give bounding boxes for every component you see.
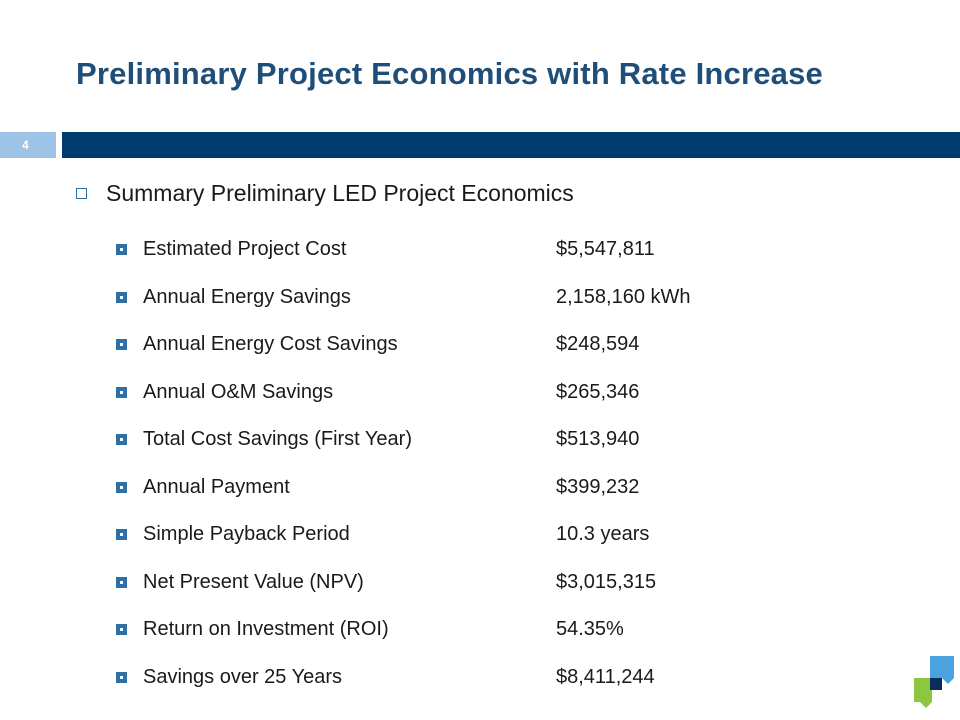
item-label: Total Cost Savings (First Year)	[143, 428, 412, 451]
item-value: $3,015,315	[556, 570, 657, 593]
item-label: Net Present Value (NPV)	[143, 570, 364, 593]
square-bullet-icon	[116, 386, 127, 398]
list-item: Annual O&M Savings $265,346	[116, 369, 876, 417]
item-value: $399,232	[556, 475, 640, 498]
item-value: $248,594	[556, 333, 640, 356]
square-bullet-icon	[116, 576, 127, 588]
square-bullet-icon	[116, 291, 127, 303]
logo-blue-shape	[930, 656, 954, 684]
item-label: Savings over 25 Years	[143, 665, 343, 688]
logo-navy-square	[930, 678, 942, 690]
item-value: $265,346	[556, 380, 640, 403]
list-item: Savings over 25 Years $8,411,244	[116, 654, 876, 702]
brand-logo-icon	[914, 656, 954, 708]
list-item: Annual Energy Savings 2,158,160 kWh	[116, 274, 876, 322]
list-item: Net Present Value (NPV) $3,015,315	[116, 559, 876, 607]
list-item: Total Cost Savings (First Year) $513,940	[116, 416, 876, 464]
square-bullet-icon	[116, 434, 127, 446]
item-value: 10.3 years	[556, 523, 650, 546]
list-item: Simple Payback Period 10.3 years	[116, 511, 876, 559]
slide-title: Preliminary Project Economics with Rate …	[76, 56, 824, 91]
summary-heading: Summary Preliminary LED Project Economic…	[76, 180, 574, 207]
item-label: Annual Energy Cost Savings	[143, 333, 398, 356]
summary-heading-text: Summary Preliminary LED Project Economic…	[106, 180, 574, 206]
item-label: Annual O&M Savings	[143, 380, 334, 403]
square-bullet-icon	[116, 671, 127, 683]
square-bullet-icon	[116, 244, 127, 256]
item-label: Return on Investment (ROI)	[143, 618, 389, 641]
item-value: 54.35%	[556, 618, 624, 641]
list-item: Annual Energy Cost Savings $248,594	[116, 321, 876, 369]
list-item: Estimated Project Cost $5,547,811	[116, 226, 876, 274]
item-label: Simple Payback Period	[143, 523, 350, 546]
item-value: $8,411,244	[556, 665, 655, 688]
item-label: Annual Payment	[143, 475, 290, 498]
square-bullet-icon	[116, 339, 127, 351]
list-item: Annual Payment $399,232	[116, 464, 876, 512]
square-bullet-icon	[116, 529, 127, 541]
item-value: 2,158,160 kWh	[556, 285, 691, 308]
item-label: Estimated Project Cost	[143, 238, 347, 261]
square-bullet-icon	[116, 624, 127, 636]
slide-number: 4	[0, 132, 56, 158]
item-value: $513,940	[556, 428, 640, 451]
item-value: $5,547,811	[556, 238, 655, 261]
economics-list: Estimated Project Cost $5,547,811 Annual…	[116, 226, 876, 701]
hollow-square-bullet-icon	[76, 188, 87, 199]
title-divider-bar	[62, 132, 960, 158]
list-item: Return on Investment (ROI) 54.35%	[116, 606, 876, 654]
item-label: Annual Energy Savings	[143, 285, 351, 308]
square-bullet-icon	[116, 481, 127, 493]
